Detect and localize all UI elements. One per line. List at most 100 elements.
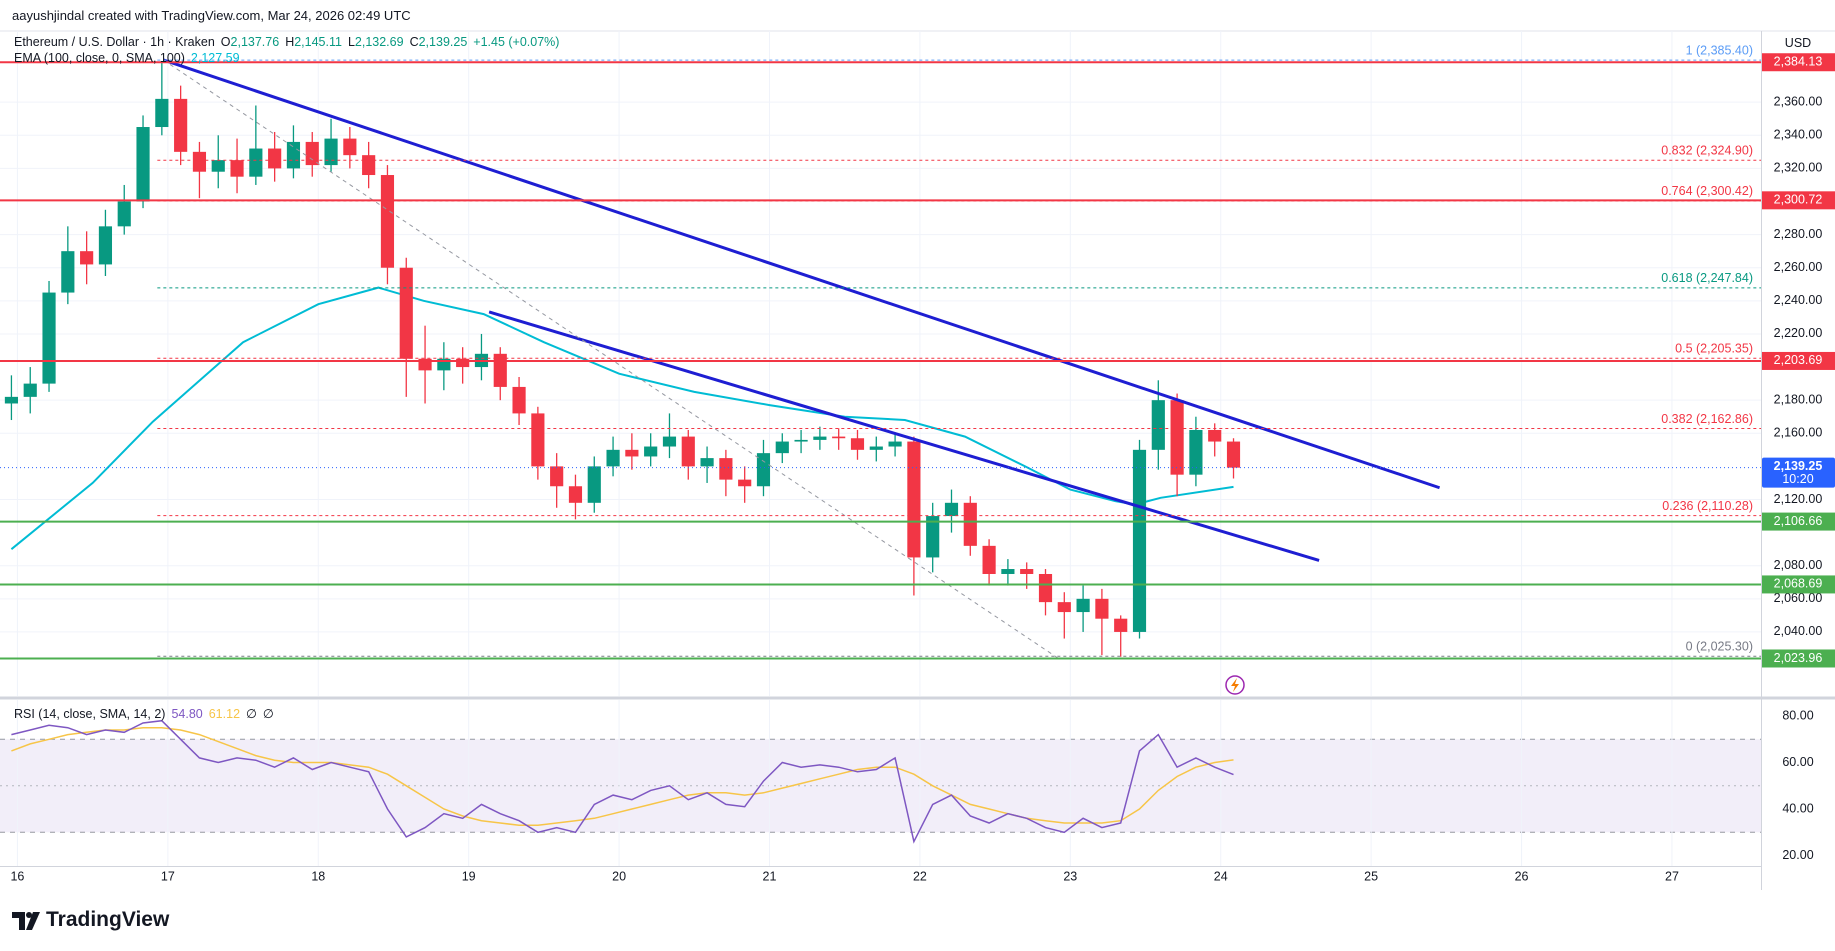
candle-body: [963, 502, 977, 546]
last-price-tag: 2,139.25: [1774, 459, 1823, 473]
y-tick-label: 2,320.00: [1774, 161, 1823, 175]
y-tick-label: 2,120.00: [1774, 492, 1823, 506]
credit: aayushjindal created with TradingView.co…: [12, 8, 411, 23]
candle-body: [117, 201, 131, 227]
candle-body: [625, 449, 639, 457]
candle-body: [869, 446, 883, 450]
indicator-value: 2,127.59: [190, 51, 240, 65]
ohlc-value: 2,145.11: [294, 35, 342, 49]
candle-body: [775, 441, 789, 454]
candle-body: [1114, 618, 1128, 632]
x-tick-label: 17: [161, 869, 175, 883]
candle-body: [286, 141, 301, 169]
x-tick-label: 25: [1364, 869, 1378, 883]
y-tick-label: 2,260.00: [1774, 260, 1823, 274]
candle-body: [568, 486, 583, 503]
candle-body: [80, 251, 94, 265]
candle-body: [1208, 429, 1222, 442]
fib-label: 1 (2,385.40): [1686, 43, 1753, 57]
candle-body: [606, 449, 620, 467]
lightning-icon[interactable]: [1225, 675, 1245, 695]
y-tick-label: 2,360.00: [1774, 94, 1823, 108]
candle-body: [268, 148, 282, 169]
price-tag-bg: [1762, 53, 1835, 72]
candle-body: [418, 358, 432, 371]
x-tick-label: 27: [1665, 869, 1679, 883]
x-tick-label: 18: [311, 869, 325, 883]
fib-label: 0.5 (2,205.35): [1675, 341, 1753, 355]
y-tick-label: 2,340.00: [1774, 128, 1823, 142]
y-tick-label: 2,240.00: [1774, 293, 1823, 307]
candle-body: [1095, 598, 1109, 619]
candle-body: [756, 453, 771, 487]
symbol-title: Ethereum / U.S. Dollar · 1h · Kraken: [14, 35, 215, 49]
rsi-band: [0, 739, 1761, 833]
candle-body: [42, 292, 56, 384]
candle-body: [813, 436, 827, 440]
indicator-value: 54.80: [171, 707, 203, 721]
trendline: [488, 310, 1320, 562]
y-tick-label: 40.00: [1782, 801, 1813, 815]
fib-label: 0.236 (2,110.28): [1662, 499, 1753, 513]
x-tick-label: 16: [10, 869, 24, 883]
price-tag: 2,068.69: [1774, 577, 1823, 591]
price-tag-bg: [1762, 512, 1835, 531]
candle-body: [305, 141, 319, 166]
indicator-value: ∅: [262, 707, 274, 721]
last-price-bg: [1762, 457, 1835, 488]
candle-body: [644, 446, 658, 457]
y-tick-label: 2,280.00: [1774, 227, 1823, 241]
candle-body: [380, 175, 395, 268]
main-legend: Ethereum / U.S. Dollar · 1h · Kraken O2,1…: [14, 35, 565, 49]
candle-body: [1189, 429, 1203, 475]
candle-body: [1057, 602, 1071, 613]
y-tick-label: 60.00: [1782, 755, 1813, 769]
candle-body: [399, 267, 413, 359]
candle-body: [211, 160, 225, 172]
candle-body: [1132, 449, 1147, 632]
candle-body: [343, 138, 357, 156]
price-change: +1.45 (+0.07%): [473, 35, 560, 49]
indicator-value: ∅: [246, 707, 257, 721]
ohlc-value: 2,137.76: [230, 35, 280, 49]
indicator-name: RSI (14, close, SMA, 14, 2): [14, 707, 166, 721]
fib-label: 0 (2,025.30): [1686, 640, 1753, 654]
fib-label: 0.832 (2,324.90): [1661, 144, 1753, 158]
candle-body: [324, 138, 338, 166]
trendline: [162, 58, 1441, 490]
candle-body: [362, 155, 376, 176]
candle-body: [794, 439, 808, 442]
candle-body: [1226, 441, 1241, 468]
candle-body: [719, 458, 733, 480]
logo-mark: [12, 912, 40, 930]
plot: [4, 58, 1441, 844]
candle-body: [437, 358, 451, 371]
candle-body: [23, 383, 37, 397]
logo-dot: [26, 912, 32, 918]
countdown: 10:20: [1782, 472, 1813, 486]
candle-body: [1151, 400, 1165, 450]
logo-text: TradingView: [46, 908, 170, 931]
candle-body: [155, 98, 169, 128]
price-tag-bg: [1762, 575, 1835, 594]
candle-body: [136, 127, 150, 202]
price-tag: 2,300.72: [1774, 193, 1823, 207]
candle-body: [926, 516, 940, 558]
y-tick-label: 2,160.00: [1774, 426, 1823, 440]
rsi-line: [11, 726, 1234, 827]
candle-body: [587, 466, 601, 503]
x-tick-label: 20: [612, 869, 626, 883]
ohlc-value: 2,139.25: [418, 35, 468, 49]
candle-body: [738, 479, 752, 487]
candle-body: [531, 413, 545, 467]
candle-body: [681, 436, 695, 467]
ohlc-key: H: [285, 35, 295, 49]
rsi-legend: RSI (14, close, SMA, 14, 2) 54.80 61.12 ∅ ∅: [14, 706, 280, 721]
fib-label: 0.764 (2,300.42): [1661, 184, 1753, 198]
candle-body: [512, 386, 526, 414]
price-tag: 2,203.69: [1774, 353, 1823, 367]
y-tick-label: 2,180.00: [1774, 392, 1823, 406]
fib-label: 0.618 (2,247.84): [1661, 271, 1753, 285]
